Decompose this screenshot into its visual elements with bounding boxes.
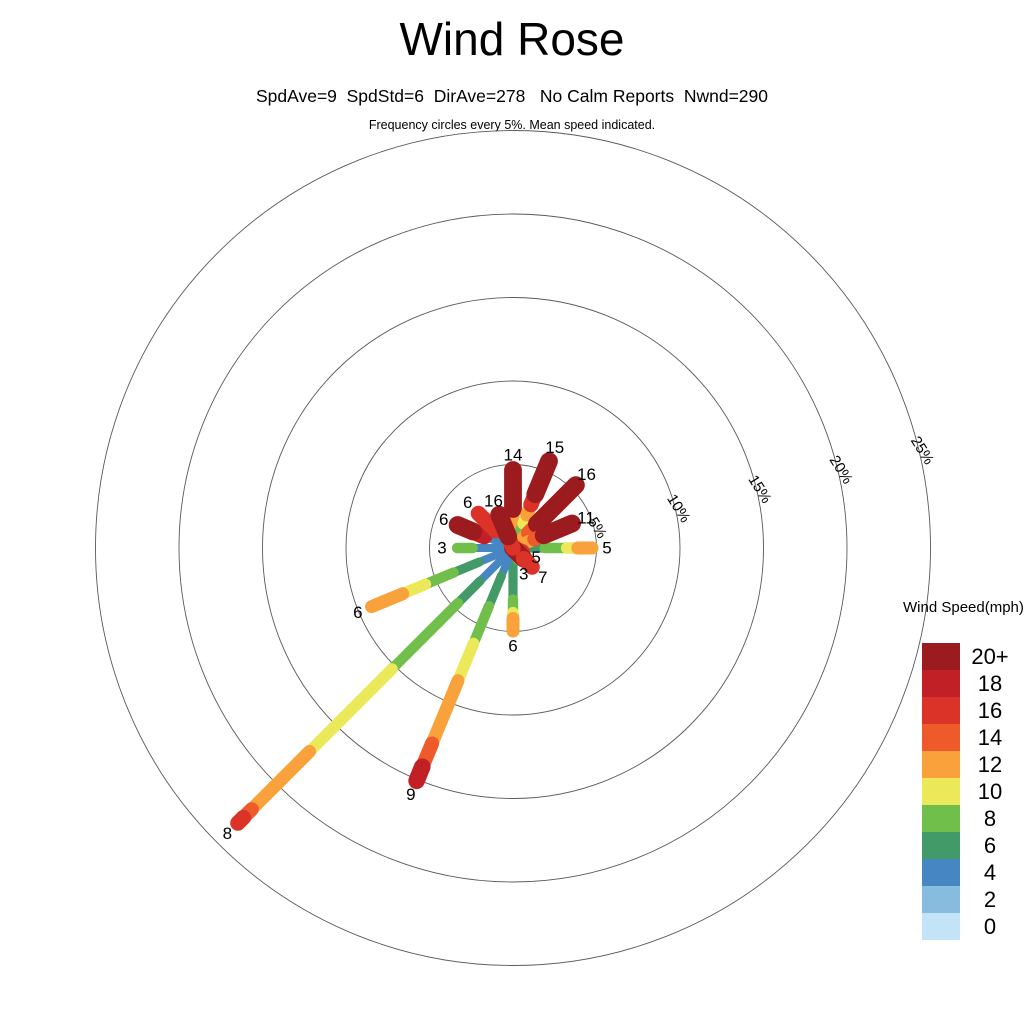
mean-speed-label-E: 5 bbox=[602, 539, 611, 558]
spoke-SE-segment-16mph bbox=[515, 550, 540, 575]
legend-entry-16: 16 bbox=[922, 697, 1024, 724]
spoke-NNW-segment-20+mph bbox=[490, 505, 518, 546]
spoke-WSW-segment-12mph bbox=[365, 587, 410, 614]
legend-label-16: 16 bbox=[977, 698, 1003, 723]
legend-entry-18: 18 bbox=[922, 670, 1024, 697]
spoke-SSW-segment-18mph bbox=[408, 758, 431, 790]
mean-speed-label-NE: 16 bbox=[577, 465, 596, 484]
mean-speed-label-W: 3 bbox=[437, 539, 446, 558]
legend-entry-4: 4 bbox=[922, 859, 1024, 886]
legend-swatch-10 bbox=[922, 778, 960, 805]
legend-label-4: 4 bbox=[983, 860, 997, 885]
frequency-circle-25pct bbox=[95, 130, 931, 966]
legend-swatch-14 bbox=[922, 724, 960, 751]
circle-label-15%: 15% bbox=[744, 472, 774, 506]
mean-speed-label-NNE: 15 bbox=[545, 438, 564, 457]
legend-label-6: 6 bbox=[983, 833, 997, 858]
legend-label-10: 10 bbox=[977, 779, 1003, 804]
mean-speed-label-NW: 6 bbox=[463, 493, 472, 512]
mean-speed-label-WSW: 6 bbox=[353, 603, 362, 622]
legend-label-18: 18 bbox=[977, 671, 1003, 696]
frequency-circle-20pct bbox=[178, 213, 848, 883]
mean-speed-label-SE: 7 bbox=[538, 568, 547, 587]
frequency-circle-10pct bbox=[345, 380, 681, 716]
mean-speed-label-ESE: 5 bbox=[531, 548, 540, 567]
legend-rows: 20+ 18 16 14 12 10 8 6 4 2 0 bbox=[903, 643, 1024, 940]
spoke-SW-segment-8mph bbox=[386, 597, 464, 675]
circle-label-10%: 10% bbox=[663, 491, 693, 525]
legend-label-20+: 20+ bbox=[971, 644, 1009, 669]
caption-text: Frequency circles every 5%. Mean speed i… bbox=[368, 118, 656, 132]
mean-speed-label-WNW: 6 bbox=[439, 510, 448, 529]
legend-entry-14: 14 bbox=[922, 724, 1024, 751]
spoke-SSW-segment-12mph bbox=[425, 674, 465, 751]
spoke-SW bbox=[230, 544, 517, 831]
spoke-SW-segment-10mph bbox=[303, 663, 398, 758]
spoke-WNW-segment-20+mph bbox=[448, 516, 483, 541]
wind-speed-legend: Wind Speed(mph) 20+ 18 16 14 12 10 8 6 4 2 0 bbox=[903, 599, 1024, 940]
legend-swatch-4 bbox=[922, 859, 960, 886]
legend-label-12: 12 bbox=[977, 752, 1003, 777]
legend-swatch-6 bbox=[922, 832, 960, 859]
spoke-SW-segment-16mph bbox=[230, 809, 252, 831]
spoke-NW-segment-16mph bbox=[470, 505, 504, 539]
stats-subtitle: SpdAve=9 SpdStd=6 DirAve=278 No Calm Rep… bbox=[255, 86, 769, 106]
spoke-ENE-segment-20+mph bbox=[534, 514, 581, 545]
legend-swatch-8 bbox=[922, 805, 960, 832]
legend-swatch-20+ bbox=[922, 643, 960, 670]
spoke-NE-segment-20+mph bbox=[528, 476, 585, 533]
legend-label-14: 14 bbox=[977, 725, 1003, 750]
frequency-circle-15pct bbox=[262, 297, 764, 799]
circle-label-25%: 25% bbox=[907, 433, 937, 467]
mean-speed-label-SSE: 3 bbox=[519, 564, 528, 583]
legend-title: Wind Speed(mph) bbox=[903, 599, 1024, 616]
legend-label-8: 8 bbox=[983, 806, 997, 831]
spoke-NNW bbox=[490, 505, 521, 556]
mean-speed-label-SW: 8 bbox=[223, 824, 232, 843]
spoke-SSW-segment-6mph bbox=[484, 571, 506, 611]
mean-speed-label-ENE: 11 bbox=[577, 508, 595, 527]
spoke-SSW-segment-8mph bbox=[468, 601, 495, 649]
legend-entry-0: 0 bbox=[922, 913, 1024, 940]
legend-entry-20+: 20+ bbox=[922, 643, 1024, 670]
legend-entry-2: 2 bbox=[922, 886, 1024, 913]
legend-entry-12: 12 bbox=[922, 751, 1024, 778]
mean-speed-label-S: 6 bbox=[508, 637, 517, 656]
legend-swatch-18 bbox=[922, 670, 960, 697]
spoke-NNE-segment-20+mph bbox=[526, 452, 558, 504]
legend-swatch-0 bbox=[922, 913, 960, 940]
legend-swatch-16 bbox=[922, 697, 960, 724]
page-title: Wind Rose bbox=[399, 13, 625, 65]
legend-entry-6: 6 bbox=[922, 832, 1024, 859]
legend-label-0: 0 bbox=[983, 914, 997, 939]
legend-entry-10: 10 bbox=[922, 778, 1024, 805]
legend-swatch-2 bbox=[922, 886, 960, 913]
spoke-SW-segment-12mph bbox=[245, 745, 316, 816]
mean-speed-label-N: 14 bbox=[504, 446, 523, 465]
legend-swatch-12 bbox=[922, 751, 960, 778]
mean-speed-label-SSW: 9 bbox=[406, 785, 415, 804]
legend-label-2: 2 bbox=[983, 887, 997, 912]
legend-entry-8: 8 bbox=[922, 805, 1024, 832]
mean-speed-label-NNW: 16 bbox=[484, 491, 503, 510]
circle-label-20%: 20% bbox=[826, 453, 856, 487]
spoke-SSW-segment-10mph bbox=[452, 637, 480, 687]
